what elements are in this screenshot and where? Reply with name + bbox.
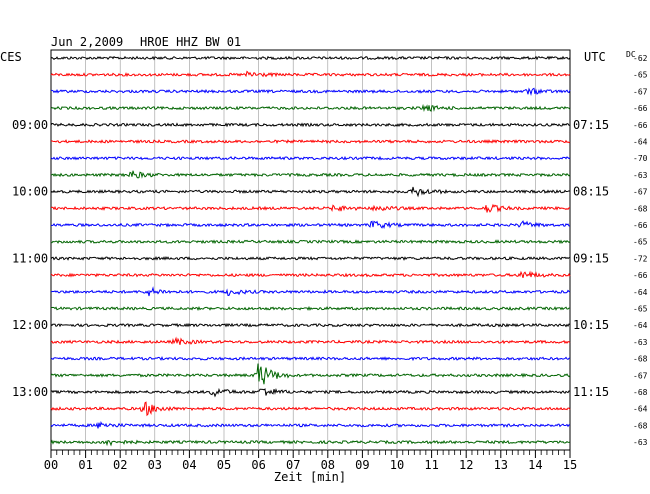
dc-offset-label: -68 xyxy=(633,204,648,213)
left-hour-labels: 09:00 10:00 11:00 12:00 13:00 xyxy=(12,118,48,399)
dc-offset-label: -68 xyxy=(633,355,648,364)
dc-offset-label: -67 xyxy=(633,371,648,380)
dc-offset-label: -63 xyxy=(633,338,648,347)
dc-offset-label: -66 xyxy=(633,104,648,113)
left-hour-label: 13:00 xyxy=(12,385,48,399)
dc-offset-label: -65 xyxy=(633,305,648,314)
trace-row-11 xyxy=(50,239,571,245)
trace-row-15 xyxy=(50,305,571,312)
x-tick-label: 15 xyxy=(563,458,577,472)
right-hour-label: 11:15 xyxy=(573,385,609,399)
left-hour-label: 11:00 xyxy=(12,251,48,265)
right-hour-labels: 07:15 08:15 09:15 10:15 11:15 xyxy=(573,118,609,399)
dc-offset-label: -68 xyxy=(633,388,648,397)
trace-row-9 xyxy=(50,203,571,213)
left-hour-label: 09:00 xyxy=(12,118,48,132)
dc-offset-label: -67 xyxy=(633,188,648,197)
dc-offset-label: -72 xyxy=(633,254,648,263)
trace-row-2 xyxy=(50,87,571,97)
x-tick-label: 00 xyxy=(44,458,58,472)
x-tick-label: 10 xyxy=(390,458,404,472)
trace-row-18 xyxy=(50,355,571,362)
x-tick-label: 07 xyxy=(286,458,300,472)
dc-offset-label: -66 xyxy=(633,121,648,130)
dc-offset-label: -63 xyxy=(633,438,648,447)
trace-row-8 xyxy=(50,186,571,198)
x-tick-label: 13 xyxy=(494,458,508,472)
x-tick-label: 04 xyxy=(182,458,196,472)
left-hour-label: 10:00 xyxy=(12,185,48,199)
trace-row-17 xyxy=(50,336,571,345)
trace-row-7 xyxy=(50,170,571,179)
x-tick-label: 06 xyxy=(251,458,265,472)
trace-row-21 xyxy=(50,401,571,417)
x-tick-label: 08 xyxy=(321,458,335,472)
trace-row-14 xyxy=(50,286,571,297)
trace-group xyxy=(50,55,571,447)
trace-row-5 xyxy=(50,139,571,144)
x-tick-label: 14 xyxy=(528,458,542,472)
right-hour-label: 09:15 xyxy=(573,251,609,265)
x-tick-label: 09 xyxy=(355,458,369,472)
dc-offset-label: -67 xyxy=(633,87,648,96)
x-tick-label: 03 xyxy=(148,458,162,472)
dc-offset-label: -68 xyxy=(633,421,648,430)
dc-offset-label: -64 xyxy=(633,288,648,297)
right-hour-label: 08:15 xyxy=(573,185,609,199)
trace-row-19 xyxy=(50,363,571,385)
dc-offset-labels: -62 -65 -67 -66 -66 -64 -70 -63 -67 -68 -66 -65 -72 -… xyxy=(633,54,648,447)
x-tick-label: 01 xyxy=(78,458,92,472)
trace-row-23 xyxy=(50,439,571,447)
x-tick-label: 02 xyxy=(113,458,127,472)
trace-row-13 xyxy=(50,270,571,278)
x-axis-label: Zeit [min] xyxy=(274,470,346,484)
right-timezone-label: UTC xyxy=(584,50,606,64)
plot-frame xyxy=(50,49,571,451)
dc-offset-label: -66 xyxy=(633,221,648,230)
trace-row-4 xyxy=(50,122,571,128)
x-tick-label: 05 xyxy=(217,458,231,472)
dc-offset-label: -64 xyxy=(633,138,648,147)
chart-date: Jun 2,2009 xyxy=(51,35,123,49)
dc-offset-label: -64 xyxy=(633,321,648,330)
right-hour-label: 10:15 xyxy=(573,318,609,332)
left-timezone-label: CES xyxy=(0,50,22,64)
right-hour-label: 07:15 xyxy=(573,118,609,132)
trace-row-10 xyxy=(50,220,571,229)
trace-row-3 xyxy=(50,103,571,113)
dc-offset-label: -66 xyxy=(633,271,648,280)
dc-offset-label: -70 xyxy=(633,154,648,163)
trace-row-20 xyxy=(50,387,571,398)
x-axis: 00 01 02 03 04 05 06 07 08 09 10 11 12 13 14 15 xyxy=(44,450,577,472)
trace-row-6 xyxy=(50,155,571,161)
x-tick-label: 12 xyxy=(459,458,473,472)
dc-offset-label: -62 xyxy=(633,54,648,63)
dc-offset-label: -63 xyxy=(633,171,648,180)
trace-row-1 xyxy=(50,70,571,78)
trace-row-12 xyxy=(50,255,571,261)
dc-header-label: DC xyxy=(626,50,636,59)
chart-station: HROE HHZ BW 01 xyxy=(140,35,241,49)
dc-offset-label: -64 xyxy=(633,405,648,414)
dc-offset-label: -65 xyxy=(633,238,648,247)
trace-row-0 xyxy=(50,55,571,61)
grid-lines xyxy=(85,50,536,450)
dc-offset-label: -65 xyxy=(633,71,648,80)
trace-row-22 xyxy=(50,420,571,429)
trace-row-16 xyxy=(50,322,571,328)
left-hour-label: 12:00 xyxy=(12,318,48,332)
x-tick-label: 11 xyxy=(424,458,438,472)
